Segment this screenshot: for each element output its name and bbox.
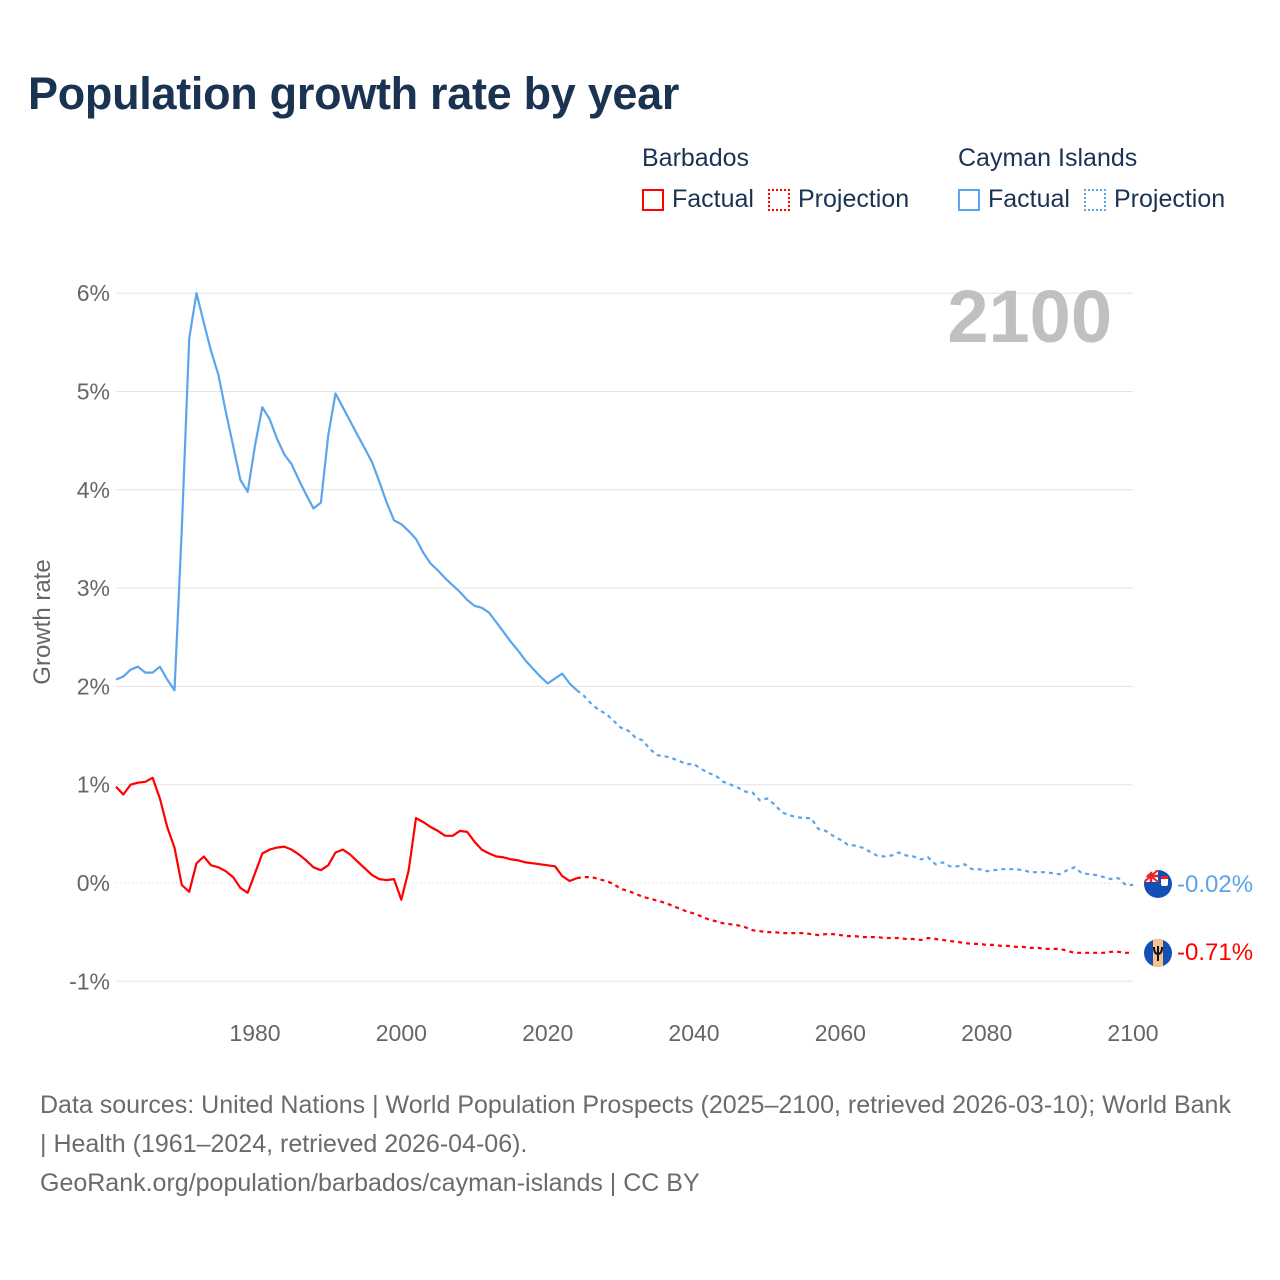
legend-item-cayman-projection[interactable]: Projection bbox=[1083, 185, 1226, 214]
line-cayman-islands-factual bbox=[115, 292, 578, 692]
legend-barbados: Barbados Factual Projection bbox=[642, 144, 923, 214]
legend-cayman-islands: Cayman Islands Factual Projection bbox=[958, 144, 1239, 214]
legend-item-cayman-factual[interactable]: Factual bbox=[958, 185, 1070, 214]
x-tick-label: 2020 bbox=[522, 1020, 573, 1046]
legend-label: Projection bbox=[797, 185, 910, 213]
legend-country-label: Barbados bbox=[642, 144, 750, 172]
legend-label: Factual bbox=[988, 185, 1070, 213]
legend-label: Factual bbox=[672, 185, 754, 213]
x-tick-label: 2100 bbox=[1107, 1020, 1158, 1046]
y-tick-label: 0% bbox=[77, 870, 110, 896]
legend-swatch-solid bbox=[642, 188, 664, 211]
y-tick-label: 2% bbox=[77, 673, 110, 699]
y-tick-label: 3% bbox=[77, 575, 110, 601]
end-label-barbados: -0.71% bbox=[1177, 939, 1253, 966]
legend-country-label: Cayman Islands bbox=[958, 144, 1138, 172]
x-tick-label: 2000 bbox=[376, 1020, 427, 1046]
legend-item-barbados-factual[interactable]: Factual bbox=[642, 185, 754, 214]
line-barbados-factual bbox=[115, 776, 578, 901]
cayman-islands-flag-icon bbox=[1144, 870, 1172, 898]
line-cayman-islands-projection bbox=[576, 689, 1133, 887]
x-tick-label: 2080 bbox=[961, 1020, 1012, 1046]
y-tick-label: 4% bbox=[77, 477, 110, 503]
chart-title: Population growth rate by year bbox=[28, 68, 680, 119]
end-label-cayman-islands: -0.02% bbox=[1177, 871, 1253, 898]
legend-swatch-dotted bbox=[767, 188, 790, 211]
x-tick-label: 1980 bbox=[229, 1020, 280, 1046]
legend-item-barbados-projection[interactable]: Projection bbox=[767, 185, 910, 214]
source-link[interactable]: GeoRank.org/population/barbados/cayman-i… bbox=[40, 1169, 700, 1197]
legend-swatch-dotted bbox=[1083, 188, 1106, 211]
data-sources: Data sources: United Nations | World Pop… bbox=[40, 1091, 1231, 1158]
x-tick-label: 2040 bbox=[668, 1020, 719, 1046]
y-tick-label: 5% bbox=[77, 379, 110, 405]
legend-label: Projection bbox=[1113, 185, 1226, 213]
line-barbados-projection bbox=[576, 876, 1133, 954]
y-axis-label: Growth rate bbox=[29, 559, 56, 684]
barbados-flag-icon bbox=[1144, 939, 1172, 967]
x-tick-label: 2060 bbox=[815, 1020, 866, 1046]
year-indicator: 2100 bbox=[947, 275, 1112, 358]
y-tick-label: 6% bbox=[77, 280, 110, 306]
legend-swatch-solid bbox=[958, 188, 980, 211]
y-tick-label: -1% bbox=[69, 968, 110, 994]
y-tick-label: 1% bbox=[77, 772, 110, 798]
footer: Data sources: United Nations | World Pop… bbox=[40, 1086, 1240, 1203]
